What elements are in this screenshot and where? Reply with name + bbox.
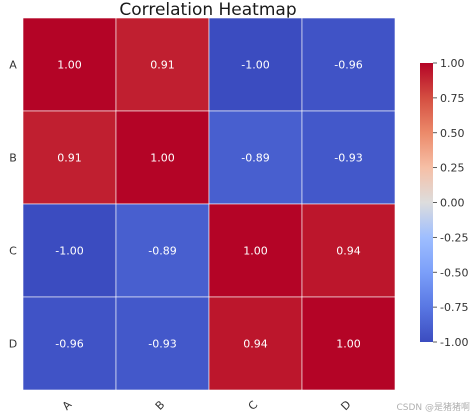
cell-value-label-B-A: 0.91 [57, 152, 82, 165]
colorbar-tick-label: 0.25 [440, 162, 465, 175]
heatmap-cell-A-A [22, 17, 117, 112]
colorbar-tick-label: 0.00 [440, 197, 465, 210]
cell-value-label-B-D: -0.93 [334, 152, 362, 165]
heatmap-cell-C-D [301, 203, 396, 298]
cell-value-label-D-D: 1.00 [336, 338, 361, 351]
cell-value-label-B-B: 1.00 [150, 152, 175, 165]
colorbar-tick-label: -0.75 [440, 301, 468, 314]
cell-value-label-A-D: -0.96 [334, 59, 362, 72]
heatmap-cell-B-C [208, 110, 303, 205]
heatmap-cell-D-A [22, 296, 117, 391]
colorbar-tick-label: 1.00 [440, 57, 465, 70]
heatmap-cell-A-D [301, 17, 396, 112]
heatmap-cell-B-A [22, 110, 117, 205]
y-tick-label-D: D [9, 338, 17, 351]
x-tick-label-B: B [153, 398, 168, 413]
y-tick-label-B: B [9, 152, 17, 165]
heatmap-cell-C-B [115, 203, 210, 298]
cell-value-label-A-C: -1.00 [241, 59, 269, 72]
heatmap-cell-D-D [301, 296, 396, 391]
cell-value-label-C-C: 1.00 [243, 245, 268, 258]
watermark-text: CSDN @是猪猪啊 [396, 401, 470, 413]
cell-value-label-C-B: -0.89 [148, 245, 176, 258]
x-tick-label-D: D [338, 398, 353, 413]
x-tick-label-C: C [246, 398, 261, 413]
cell-value-label-B-C: -0.89 [241, 152, 269, 165]
colorbar-tick-label: -1.00 [440, 336, 468, 349]
x-axis-labels: A B C D [60, 398, 354, 413]
cell-value-label-D-A: -0.96 [55, 338, 83, 351]
heatmap-cell-D-B [115, 296, 210, 391]
colorbar [420, 63, 433, 342]
y-tick-label-A: A [9, 59, 17, 72]
heatmap-cells: 1.00 0.91 -1.00 -0.96 0.91 1.00 -0.89 -0.93 -1.0… [22, 17, 396, 391]
cell-value-label-A-B: 0.91 [150, 59, 175, 72]
colorbar-tick-label: 0.50 [440, 127, 465, 140]
colorbar-ticks: 1.00 0.75 0.50 0.25 0.00 -0.25 -0.50 -0.75 -1.00 [433, 57, 468, 349]
cell-value-label-C-D: 0.94 [336, 245, 361, 258]
y-axis-labels: A B C D [9, 59, 17, 351]
chart-title: Correlation Heatmap [119, 0, 296, 20]
cell-value-label-D-B: -0.93 [148, 338, 176, 351]
y-tick-label-C: C [9, 245, 17, 258]
heatmap-cell-B-B [115, 110, 210, 205]
colorbar-tick-label: -0.50 [440, 266, 468, 279]
cell-value-label-D-C: 0.94 [243, 338, 268, 351]
cell-value-label-A-A: 1.00 [57, 59, 82, 72]
heatmap-cell-D-C [208, 296, 303, 391]
cell-value-label-C-A: -1.00 [55, 245, 83, 258]
colorbar-tick-label: 0.75 [440, 92, 465, 105]
heatmap-cell-A-B [115, 17, 210, 112]
x-tick-label-A: A [60, 398, 75, 413]
heatmap-cell-B-D [301, 110, 396, 205]
heatmap-cell-A-C [208, 17, 303, 112]
colorbar-tick-label: -0.25 [440, 231, 468, 244]
